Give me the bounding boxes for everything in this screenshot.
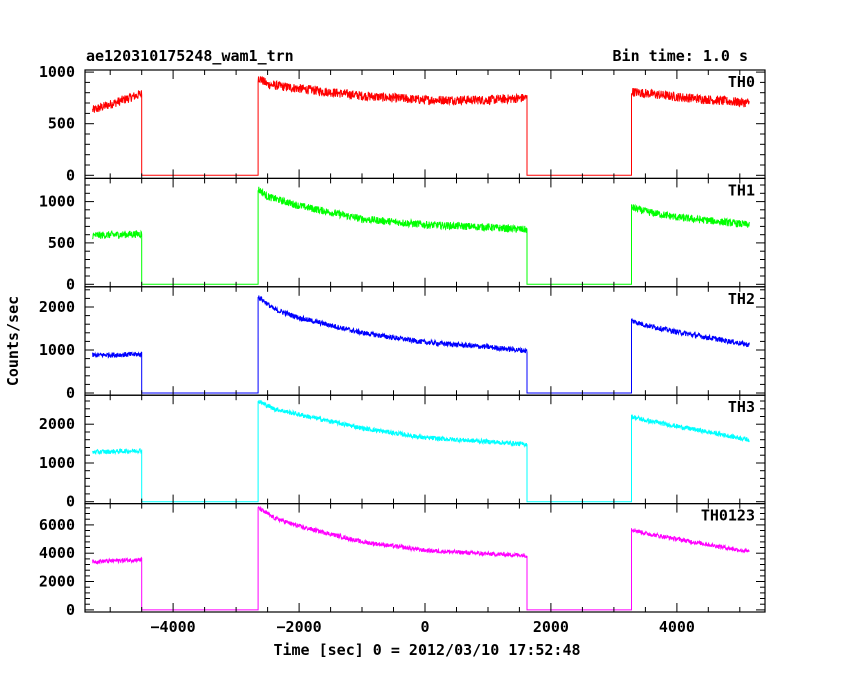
x-tick-label: −4000 xyxy=(151,618,196,636)
panel-label-th1: TH1 xyxy=(728,181,755,199)
chart-title: ae120310175248_wam1_trn xyxy=(86,47,294,65)
x-axis-label: Time [sec] 0 = 2012/03/10 17:52:48 xyxy=(273,641,580,659)
panel-frame-th0 xyxy=(84,69,766,180)
y-tick-label-th0123: 4000 xyxy=(39,544,75,562)
series-line-th2 xyxy=(92,295,750,394)
series-line-th0123 xyxy=(92,505,750,611)
x-tick-label: 4000 xyxy=(659,618,695,636)
y-tick-label-th3: 2000 xyxy=(39,415,75,433)
y-tick-label-th1: 1000 xyxy=(39,193,75,211)
panel-label-th3: TH3 xyxy=(728,398,755,416)
y-tick-label-th0: 1000 xyxy=(39,63,75,81)
series-line-th0 xyxy=(92,76,750,176)
x-tick-label: 2000 xyxy=(533,618,569,636)
y-tick-label-th2: 0 xyxy=(66,384,75,402)
panels-group: 0 500 1000 TH0 0 500 1000 TH1 0 1000 2000 TH2 0 1000 2… xyxy=(39,63,766,636)
y-tick-label-th0123: 0 xyxy=(66,601,75,619)
y-tick-label-th0123: 2000 xyxy=(39,573,75,591)
y-tick-label-th3: 1000 xyxy=(39,454,75,472)
panel-frame-th1 xyxy=(84,177,766,288)
x-tick-label: −2000 xyxy=(277,618,322,636)
y-axis-label: Counts/sec xyxy=(4,296,22,386)
y-tick-label-th0123: 6000 xyxy=(39,516,75,534)
y-tick-label-th1: 0 xyxy=(66,275,75,293)
y-tick-label-th2: 1000 xyxy=(39,341,75,359)
y-tick-label-th0: 500 xyxy=(48,115,75,133)
y-tick-label-th1: 500 xyxy=(48,234,75,252)
panel-frame-th0123 xyxy=(84,503,766,613)
x-tick-label: 0 xyxy=(420,618,429,636)
y-tick-label-th0: 0 xyxy=(66,166,75,184)
y-tick-label-th3: 0 xyxy=(66,493,75,511)
panel-label-th0123: TH0123 xyxy=(701,507,755,525)
panel-label-th2: TH2 xyxy=(728,290,755,308)
series-line-th3 xyxy=(92,399,750,503)
panel-frame-th3 xyxy=(84,394,766,505)
bin-time-label: Bin time: 1.0 s xyxy=(613,47,748,65)
panel-label-th0: TH0 xyxy=(728,73,755,91)
y-tick-label-th2: 2000 xyxy=(39,298,75,316)
series-line-th1 xyxy=(92,186,750,285)
